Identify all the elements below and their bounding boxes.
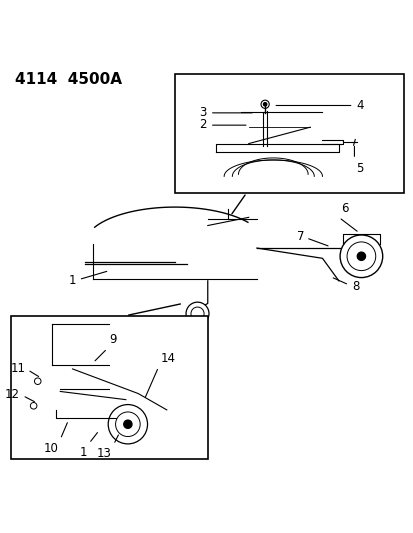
Text: 14: 14	[160, 352, 175, 365]
Text: 7: 7	[296, 230, 303, 243]
Circle shape	[346, 242, 375, 271]
Text: 9: 9	[109, 333, 116, 346]
Circle shape	[356, 252, 365, 260]
Text: 3: 3	[199, 106, 206, 118]
Circle shape	[339, 235, 382, 278]
Text: 11: 11	[10, 362, 25, 375]
Text: 4: 4	[355, 99, 363, 112]
Text: 13: 13	[96, 447, 111, 460]
Circle shape	[185, 302, 209, 325]
Circle shape	[30, 402, 37, 409]
Circle shape	[263, 103, 266, 106]
Circle shape	[115, 412, 140, 437]
Text: 1: 1	[68, 274, 76, 287]
Text: 4114  4500A: 4114 4500A	[15, 72, 122, 87]
Circle shape	[34, 378, 41, 384]
Text: 6: 6	[340, 203, 348, 215]
Bar	[11, 316, 207, 459]
Text: 8: 8	[351, 280, 358, 293]
Circle shape	[108, 405, 147, 444]
Circle shape	[190, 307, 204, 320]
Text: 2: 2	[199, 118, 206, 131]
Text: 1: 1	[79, 446, 87, 458]
Circle shape	[123, 420, 132, 429]
Text: 10: 10	[43, 442, 58, 455]
Text: 5: 5	[355, 162, 363, 175]
Bar	[175, 74, 404, 193]
Text: 12: 12	[5, 388, 20, 401]
